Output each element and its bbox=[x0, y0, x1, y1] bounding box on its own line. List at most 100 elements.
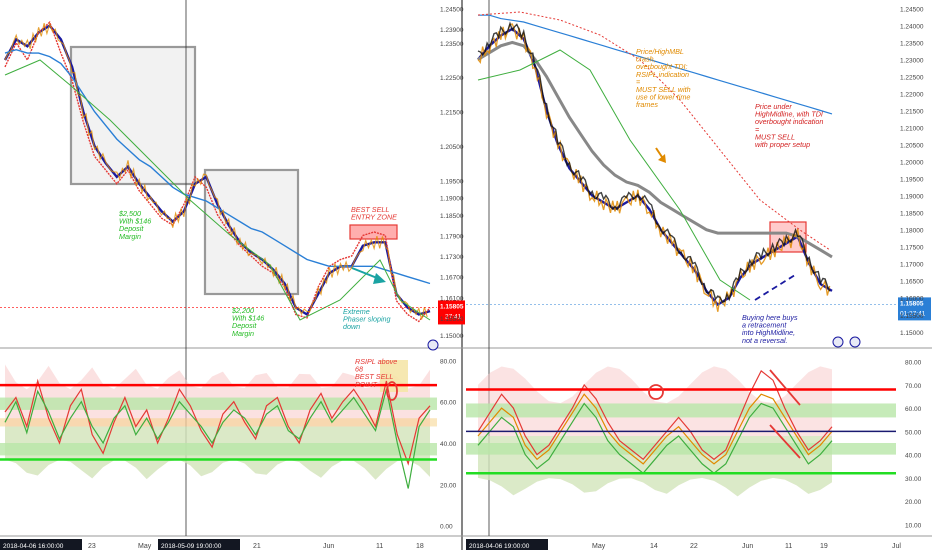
right-xtick-2: 14 bbox=[650, 543, 658, 550]
right-osc-series-0 bbox=[477, 393, 833, 465]
right-osc-red-line-1 bbox=[769, 369, 801, 406]
right-ann-price-under-5: with proper setup bbox=[755, 140, 810, 149]
left-ann-margin-2500-1: With $146 bbox=[119, 217, 151, 226]
right-ann-price-highmbl-1: crash, bbox=[636, 55, 656, 64]
left-osc-ann-3: POINT bbox=[355, 380, 378, 389]
left-price-ytick-4: 1.21500 bbox=[440, 110, 464, 117]
right-price-ytick-18: 1.15500 bbox=[900, 313, 924, 320]
left-ann-best-sell-entry-0: BEST SELL bbox=[351, 205, 389, 214]
right-osc-series-1 bbox=[477, 402, 833, 475]
right-ann-price-under-0: Price under bbox=[755, 102, 792, 111]
right-price-series-1 bbox=[477, 40, 833, 259]
left-price-series-1 bbox=[4, 20, 431, 323]
left-ann-extreme-phaser-1: Phaser sloping bbox=[343, 315, 391, 324]
right-xstamp-bg-0 bbox=[466, 539, 548, 550]
right-price-ytick-1: 1.24000 bbox=[900, 23, 924, 30]
right-ann-price-highmbl-7: frames bbox=[636, 100, 658, 109]
left-xtick-3: 2018-05-09 19:00:00 bbox=[161, 543, 222, 550]
right-price-ytick-15: 1.17000 bbox=[900, 262, 924, 269]
left-price-ytick-6: 1.19500 bbox=[440, 178, 464, 185]
right-price-series-2 bbox=[478, 14, 833, 115]
right-price-ytick-7: 1.21000 bbox=[900, 126, 924, 133]
right-xtick-4: Jun bbox=[742, 543, 753, 550]
right-price-ytick-9: 1.20000 bbox=[900, 160, 924, 167]
left-osc-ytick-1: 60.00 bbox=[440, 400, 457, 407]
right-osc-zone-1 bbox=[466, 403, 896, 418]
zone-box-2 bbox=[203, 168, 300, 296]
left-xtick-1: 23 bbox=[88, 543, 96, 550]
left-osc-zone-2 bbox=[0, 443, 437, 456]
left-xtick-5: Jun bbox=[323, 543, 334, 550]
right-price-ytick-11: 1.19000 bbox=[900, 194, 924, 201]
right-price-ytick-14: 1.17500 bbox=[900, 245, 924, 252]
right-ann-price-highmbl-5: MUST SELL with bbox=[636, 85, 691, 94]
right-xtick-1: May bbox=[592, 543, 606, 550]
right-osc-ytick-4: 40.00 bbox=[905, 453, 922, 460]
left-ann-margin-2200-1: With $146 bbox=[232, 314, 264, 323]
right-lower-band bbox=[477, 49, 751, 301]
right-osc-red-line-2 bbox=[769, 424, 801, 459]
best-sell-zone-box bbox=[349, 224, 398, 240]
left-osc-ann-2: BEST SELL bbox=[355, 372, 393, 381]
left-ann-margin-2500-0: $2,500 bbox=[118, 209, 141, 218]
zone-box-1 bbox=[69, 45, 197, 186]
left-price-ytick-2: 1.23500 bbox=[440, 41, 464, 48]
right-ann-buying-here-0: Buying here buys bbox=[742, 313, 798, 322]
right-xtick-3: 22 bbox=[690, 543, 698, 550]
right-ann-buying-here-1: a retracement bbox=[742, 321, 787, 330]
right-xtick-7: Jul bbox=[892, 543, 901, 550]
right-xtick-0: 2018-04-06 19:00:00 bbox=[469, 543, 530, 550]
right-ann-price-highmbl-6: use of lower time bbox=[636, 93, 690, 102]
left-xstamp-bg-3 bbox=[158, 539, 240, 550]
series-layer bbox=[0, 11, 896, 489]
right-blue-dash bbox=[754, 274, 796, 301]
left-xtick-0: 2018-04-06 16:00:00 bbox=[3, 543, 64, 550]
right-ann-buying-here-3: not a reversal. bbox=[742, 336, 788, 345]
left-xtick-7: 18 bbox=[416, 543, 424, 550]
teal-arrow-head bbox=[373, 273, 386, 284]
right-ann-price-highmbl-4: = bbox=[636, 77, 640, 86]
left-price-ytick-9: 1.17900 bbox=[440, 233, 464, 240]
left-price-ytick-12: 1.16100 bbox=[440, 295, 464, 302]
right-price-ytick-8: 1.20500 bbox=[900, 143, 924, 150]
left-osc-circle bbox=[386, 381, 398, 401]
left-ann-margin-2200-3: Margin bbox=[232, 329, 254, 338]
right-osc-ytick-2: 60.00 bbox=[905, 406, 922, 413]
right-xtick-5: 11 bbox=[785, 543, 792, 550]
right-osc-ytick-0: 80.00 bbox=[905, 360, 922, 367]
left-osc-zone-1 bbox=[0, 397, 437, 410]
right-price-ytick-0: 1.24500 bbox=[900, 6, 924, 13]
left-timer-label: 27:41 bbox=[445, 313, 462, 320]
right-orange-arrow-head bbox=[658, 154, 666, 163]
right-price-ytick-12: 1.18500 bbox=[900, 211, 924, 218]
left-price-ytick-10: 1.17300 bbox=[440, 254, 464, 261]
right-ann-price-under-2: overbought indication bbox=[755, 117, 823, 126]
left-osc-ytick-3: 20.00 bbox=[440, 482, 457, 489]
right-price-ytick-5: 1.22000 bbox=[900, 92, 924, 99]
right-osc-ytick-1: 70.00 bbox=[905, 383, 922, 390]
right-osc-ytick-3: 50.00 bbox=[905, 429, 922, 436]
right-osc-ytick-7: 10.00 bbox=[905, 522, 922, 529]
left-ann-margin-2500-2: Deposit bbox=[119, 224, 144, 233]
left-price-noise bbox=[4, 22, 428, 320]
right-price-ytick-13: 1.18000 bbox=[900, 228, 924, 235]
left-ann-margin-2500-3: Margin bbox=[119, 232, 141, 241]
left-osc-series-1 bbox=[4, 389, 431, 489]
right-ann-buying-here-2: into HighMidline, bbox=[742, 328, 795, 337]
axes-layer: 1.15805 27:41 1.24500 1.23900 1.23500 1.22500… bbox=[0, 6, 931, 550]
left-xstamp-bg-0 bbox=[0, 539, 82, 550]
right-price-ytick-16: 1.16500 bbox=[900, 279, 924, 286]
left-price-ytick-5: 1.20500 bbox=[440, 144, 464, 151]
right-price-noise bbox=[477, 23, 831, 312]
left-price-ytick-7: 1.19000 bbox=[440, 196, 464, 203]
right-ann-price-under-4: MUST SELL bbox=[755, 132, 795, 141]
right-price-ytick-3: 1.23000 bbox=[900, 57, 924, 64]
left-osc-series-0 bbox=[4, 378, 431, 466]
left-osc-ann-1: 68 bbox=[355, 365, 363, 374]
right-ann-price-highmbl-2: overbought TDI: bbox=[636, 62, 688, 71]
left-price-ytick-11: 1.16700 bbox=[440, 275, 464, 282]
right-price-ytick-2: 1.23500 bbox=[900, 40, 924, 47]
